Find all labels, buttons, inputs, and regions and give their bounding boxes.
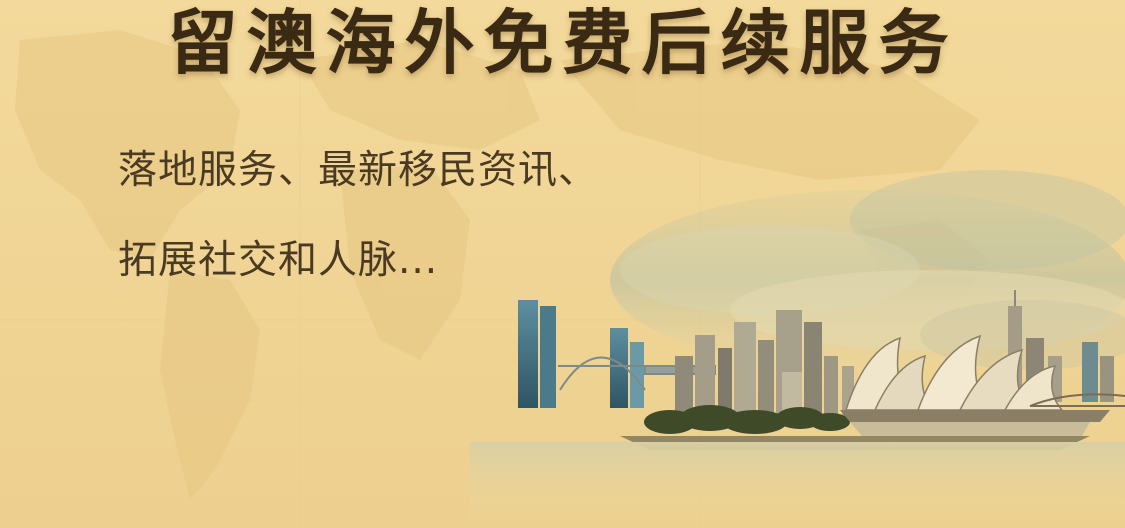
page-title: 留澳海外免费后续服务 <box>167 2 958 84</box>
city-buildings <box>675 310 854 416</box>
glass-towers-left <box>518 300 644 408</box>
subtitle-line-1: 落地服务、最新移民资讯、 <box>118 148 599 193</box>
sydney-skyline-illustration <box>470 170 1125 528</box>
cloud-wash <box>610 170 1125 370</box>
distant-bridge <box>1029 393 1125 407</box>
park-trees <box>644 405 850 434</box>
opera-house <box>840 334 1110 436</box>
subtitle-line-2: 拓展社交和人脉... <box>118 238 439 283</box>
harbour-water <box>470 436 1125 528</box>
